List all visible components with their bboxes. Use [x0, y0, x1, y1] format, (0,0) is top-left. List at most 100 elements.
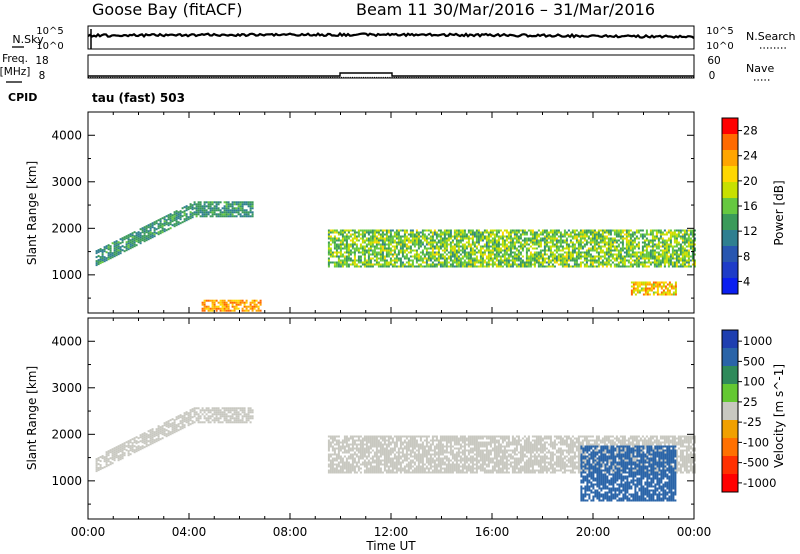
data-cell	[389, 239, 392, 242]
data-cell	[361, 449, 364, 452]
data-cell	[367, 261, 370, 264]
data-cell	[407, 449, 410, 452]
data-cell	[379, 459, 382, 462]
data-cell	[363, 465, 366, 468]
data-cell	[561, 259, 564, 262]
data-cell	[401, 447, 404, 450]
data-cell	[674, 287, 677, 290]
data-cell	[642, 281, 645, 284]
data-cell	[233, 299, 236, 302]
data-cell	[641, 261, 644, 264]
data-cell	[577, 253, 580, 256]
data-cell	[627, 233, 630, 236]
data-cell	[585, 259, 588, 262]
data-cell	[335, 465, 338, 468]
data-cell	[437, 255, 440, 258]
data-cell	[101, 455, 104, 458]
data-cell	[405, 471, 408, 474]
data-cell	[455, 263, 458, 266]
data-cell	[107, 464, 110, 467]
data-cell	[505, 261, 508, 264]
data-cell	[357, 255, 360, 258]
data-cell	[397, 253, 400, 256]
data-cell	[371, 435, 374, 438]
data-cell	[423, 467, 426, 470]
data-cell	[379, 437, 382, 440]
data-cell	[389, 459, 392, 462]
data-cell	[377, 461, 380, 464]
data-cell	[363, 259, 366, 262]
data-cell	[109, 249, 112, 252]
data-cell	[535, 259, 538, 262]
data-cell	[631, 239, 634, 242]
data-cell	[217, 413, 220, 416]
data-cell	[429, 243, 432, 246]
data-cell	[249, 407, 252, 410]
data-cell	[459, 245, 462, 248]
data-cell	[597, 231, 600, 234]
data-cell	[149, 235, 152, 238]
data-cell	[525, 253, 528, 256]
data-cell	[129, 239, 132, 242]
data-cell	[681, 235, 684, 238]
data-cell	[209, 307, 212, 310]
data-cell	[451, 241, 454, 244]
data-cell	[379, 471, 382, 474]
data-cell	[191, 214, 194, 217]
data-cell	[345, 449, 348, 452]
data-cell	[533, 235, 536, 238]
data-cell	[395, 253, 398, 256]
data-cell	[135, 440, 138, 443]
data-cell	[613, 265, 616, 268]
data-cell	[609, 239, 612, 242]
data-cell	[469, 245, 472, 248]
data-cell	[587, 237, 590, 240]
data-cell	[363, 461, 366, 464]
data-cell	[675, 251, 678, 254]
data-cell	[331, 231, 334, 234]
data-cell	[663, 249, 666, 252]
data-cell	[395, 445, 398, 448]
data-cell	[373, 455, 376, 458]
data-cell	[543, 249, 546, 252]
data-cell	[525, 239, 528, 242]
data-cell	[455, 261, 458, 264]
data-cell	[403, 447, 406, 450]
data-cell	[351, 449, 354, 452]
data-cell	[189, 413, 192, 416]
data-cell	[369, 257, 372, 260]
data-cell	[567, 235, 570, 238]
data-cell	[415, 259, 418, 262]
data-cell	[599, 237, 602, 240]
data-cell	[229, 211, 232, 214]
data-cell	[399, 243, 402, 246]
data-cell	[421, 251, 424, 254]
data-cell	[644, 287, 647, 290]
data-cell	[571, 247, 574, 250]
data-cell	[413, 441, 416, 444]
data-cell	[621, 255, 624, 258]
data-cell	[445, 247, 448, 250]
data-cell	[229, 205, 232, 208]
data-cell	[413, 245, 416, 248]
data-cell	[215, 205, 218, 208]
data-cell	[345, 239, 348, 242]
data-cell	[637, 229, 640, 232]
data-cell	[233, 409, 236, 412]
data-cell	[187, 418, 190, 421]
data-cell	[407, 237, 410, 240]
data-cell	[417, 435, 420, 438]
data-cell	[559, 261, 562, 264]
data-cell	[219, 209, 222, 212]
data-cell	[429, 247, 432, 250]
data-cell	[353, 465, 356, 468]
data-cell	[399, 265, 402, 268]
data-cell	[143, 438, 146, 441]
data-cell	[187, 420, 190, 423]
data-cell	[99, 250, 102, 253]
data-cell	[489, 251, 492, 254]
data-cell	[531, 259, 534, 262]
data-cell	[105, 257, 108, 260]
data-cell	[491, 241, 494, 244]
data-cell	[425, 443, 428, 446]
